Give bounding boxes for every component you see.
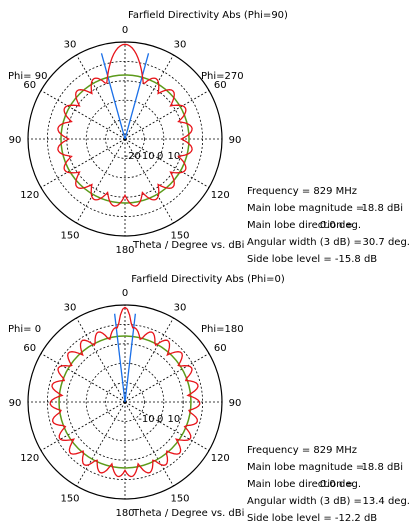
grid-spoke — [40, 401, 126, 451]
grid-ring — [85, 362, 165, 442]
grid-spoke — [124, 138, 174, 224]
angle-tick-label: 90 — [9, 135, 22, 146]
angle-tick-label: 0 — [122, 25, 128, 36]
beamwidth-line — [113, 313, 126, 403]
info-main-lobe-magnitude: Main lobe magnitude = — [247, 203, 364, 214]
angle-tick-label: 30 — [64, 303, 77, 314]
grid-ring — [85, 99, 165, 179]
info-main-lobe-direction-value: 0.0 deg. — [320, 220, 361, 231]
phi-right-label: Phi=270 — [201, 71, 244, 82]
grid-spoke — [40, 353, 126, 403]
info-main-lobe-direction-value: 0.0 deg. — [320, 479, 361, 490]
pattern-series — [49, 306, 201, 478]
axis-caption: Theta / Degree vs. dBi — [132, 508, 244, 519]
angle-tick-label: 150 — [170, 493, 189, 504]
radial-tick-label: 0 — [157, 414, 163, 425]
angle-tick-label: 120 — [211, 453, 230, 464]
angle-tick-label: 60 — [214, 343, 227, 354]
angle-tick-label: 30 — [64, 40, 77, 51]
angle-tick-label: 30 — [174, 303, 187, 314]
angle-tick-labels: 0 30 60 90 120 150 180 150 120 90 60 30 — [9, 288, 242, 519]
radial-tick-labels: -20-10 0 10 — [125, 151, 181, 162]
angle-tick-label: 180 — [115, 245, 134, 256]
angle-tick-label: 60 — [23, 80, 36, 91]
grid-spoke — [76, 317, 126, 403]
grid-spoke — [40, 138, 126, 188]
pattern-series — [57, 43, 193, 207]
grid-ring — [66, 343, 184, 461]
angle-tick-label: 150 — [60, 230, 79, 241]
angle-tick-label: 30 — [174, 40, 187, 51]
radial-tick-label: -20 — [125, 151, 141, 162]
chart-phi0: Farfield Directivity Abs (Phi=0) 0 30 60 90… — [8, 274, 410, 522]
grid-spoke — [124, 353, 210, 403]
grid-ring — [66, 80, 184, 198]
angle-tick-label: 90 — [229, 398, 242, 409]
angle-tick-labels: 0 30 60 90 120 150 180 150 120 90 60 30 — [9, 25, 242, 256]
grid-spoke — [124, 138, 210, 188]
grid-spoke — [124, 90, 210, 140]
angle-tick-label: 150 — [60, 493, 79, 504]
axis-caption: Theta / Degree vs. dBi — [132, 240, 244, 251]
info-frequency: Frequency = 829 MHz — [247, 186, 357, 197]
info-frequency: Frequency = 829 MHz — [247, 445, 357, 456]
radial-tick-label: -10 — [138, 151, 154, 162]
phi-right-label: Phi=180 — [201, 324, 244, 335]
info-main-lobe-direction: Main lobe direction = — [247, 479, 354, 490]
info-main-lobe-direction: Main lobe direction = — [247, 220, 354, 231]
angle-tick-label: 120 — [20, 453, 39, 464]
info-main-lobe-magnitude-value: 18.8 dBi — [362, 203, 403, 214]
angle-tick-label: 180 — [115, 508, 134, 519]
angle-tick-label: 90 — [229, 135, 242, 146]
info-main-lobe-magnitude: Main lobe magnitude = — [247, 462, 364, 473]
radial-tick-label: 10 — [168, 151, 181, 162]
grid-spoke — [124, 401, 174, 487]
polar-grid — [27, 41, 223, 237]
beamwidth-line — [124, 313, 137, 403]
angle-tick-label: 150 — [170, 230, 189, 241]
polar-grid — [27, 304, 223, 500]
angle-tick-label: 120 — [211, 190, 230, 201]
chart-title: Farfield Directivity Abs (Phi=90) — [128, 10, 288, 21]
radial-tick-labels: -10 0 10 — [138, 414, 180, 425]
info-side-lobe-level: Side lobe level = -15.8 dB — [247, 254, 377, 265]
grid-spoke — [76, 401, 126, 487]
directivity-pattern-line — [49, 306, 201, 478]
info-angular-width: Angular width (3 dB) = — [247, 237, 362, 248]
info-side-lobe-level: Side lobe level = -12.2 dB — [247, 513, 377, 522]
grid-ring — [105, 119, 145, 159]
angle-tick-label: 0 — [122, 288, 128, 299]
beamwidth-line — [100, 53, 126, 140]
reference-circle — [60, 74, 190, 204]
radial-tick-label: 0 — [157, 151, 163, 162]
info-angular-width-value: 30.7 deg. — [363, 237, 410, 248]
angle-tick-label: 120 — [20, 190, 39, 201]
chart-title: Farfield Directivity Abs (Phi=0) — [131, 274, 285, 285]
directivity-pattern-line — [57, 43, 193, 207]
chart-phi90: Farfield Directivity Abs (Phi=90) 0 30 60 9… — [8, 10, 410, 265]
phi-left-label: Phi= 90 — [8, 71, 47, 82]
radial-tick-label: -10 — [138, 414, 154, 425]
grid-spoke — [76, 54, 126, 140]
grid-spoke — [124, 401, 210, 451]
beamwidth-line — [124, 53, 150, 140]
radial-tick-label: 10 — [168, 414, 181, 425]
angle-tick-label: 60 — [214, 80, 227, 91]
info-box: Frequency = 829 MHz Main lobe magnitude … — [247, 186, 410, 265]
grid-spoke — [40, 90, 126, 140]
info-angular-width: Angular width (3 dB) = — [247, 496, 362, 507]
grid-spoke — [124, 317, 174, 403]
angle-tick-label: 90 — [9, 398, 22, 409]
angle-tick-label: 60 — [23, 343, 36, 354]
phi-left-label: Phi= 0 — [8, 324, 41, 335]
reference-circle — [58, 335, 192, 469]
info-box: Frequency = 829 MHz Main lobe magnitude … — [247, 445, 410, 522]
info-main-lobe-magnitude-value: 18.8 dBi — [362, 462, 403, 473]
info-angular-width-value: 13.4 deg. — [363, 496, 410, 507]
grid-ring — [105, 382, 145, 422]
grid-spoke — [76, 138, 126, 224]
grid-spoke — [124, 54, 174, 140]
